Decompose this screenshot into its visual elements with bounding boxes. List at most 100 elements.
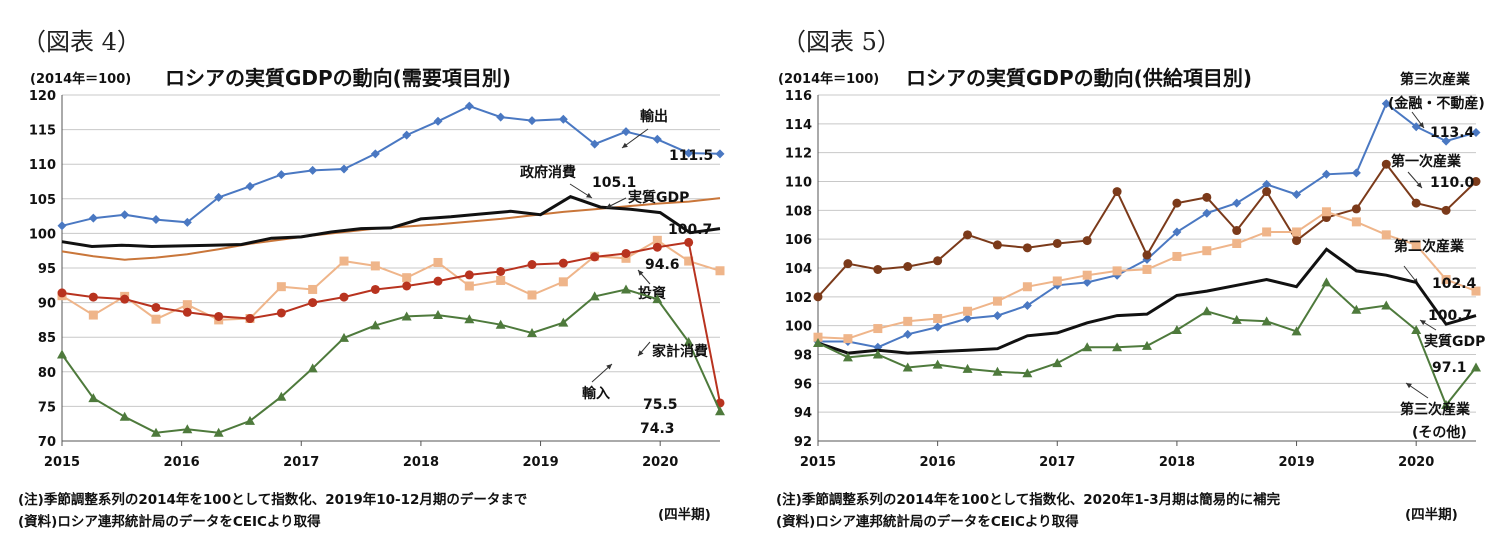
x-tick-label: 2015 [800,455,836,470]
data-point [1471,362,1481,372]
data-point [1172,227,1182,237]
data-point [621,248,631,258]
data-point [1351,217,1361,227]
data-point [652,235,662,245]
data-point [963,306,973,316]
data-point [464,101,474,111]
y-tick-label: 110 [29,158,56,173]
data-point [813,332,823,342]
y-tick-label: 108 [785,204,812,219]
data-point [370,320,381,330]
leader-arrowhead [1420,320,1426,326]
data-point [1381,159,1391,169]
data-point [558,258,568,268]
y-tick-label: 106 [785,233,812,248]
data-point [119,411,130,421]
data-point [903,262,913,272]
data-point [339,292,349,302]
data-point [652,242,662,252]
data-point [1321,169,1331,179]
data-point [1112,342,1123,352]
x-tick-label: 2020 [642,455,678,470]
data-point [1142,264,1152,274]
data-point [276,282,286,292]
data-point [684,148,694,158]
leader-arrowhead [638,270,644,276]
data-point [1351,168,1361,178]
data-point [1232,198,1242,208]
y-tick-label: 98 [794,349,812,364]
x-tick-label: 2019 [522,455,558,470]
data-point [182,300,192,310]
data-point [527,290,537,300]
data-point [339,332,349,342]
data-point [843,259,853,269]
data-point [120,210,130,220]
data-point [464,281,474,291]
unit-label-right: (2014年＝100) [778,72,880,87]
data-point [1441,275,1451,285]
series-label: 実質GDP [628,189,689,206]
data-point [402,273,412,283]
end-value-label: 75.5 [643,397,678,413]
data-point [308,298,318,308]
data-point [339,256,349,266]
series-label: 第三次産業 [1400,401,1471,418]
data-point [1022,243,1032,253]
data-point [245,314,255,324]
data-point [684,256,694,266]
data-point [1292,236,1302,246]
figure-number-right: （図表 5） [782,28,901,56]
data-point [1321,277,1332,287]
data-point [1201,306,1212,316]
y-tick-label: 100 [29,227,56,242]
data-point [933,322,943,332]
end-value-label: 100.7 [668,222,712,238]
data-point [339,164,349,174]
data-point [558,114,568,124]
data-point [652,294,663,304]
series-label: 第一次産業 [1391,153,1462,170]
data-point [1262,187,1272,197]
data-point [933,256,943,266]
data-point [715,406,725,416]
data-point [590,252,600,262]
data-point [992,296,1002,306]
data-point [402,281,412,291]
data-point [1471,286,1481,296]
data-point [1172,251,1182,261]
data-point [683,337,694,347]
data-point [88,393,99,403]
data-point [496,112,506,122]
data-point [842,352,853,362]
data-point [1411,324,1422,334]
data-point [992,311,1002,321]
data-point [902,362,913,372]
y-tick-label: 110 [785,176,812,191]
x-tick-label: 2017 [283,455,319,470]
y-tick-label: 102 [785,291,812,306]
data-point [120,294,130,304]
data-point [903,316,913,326]
data-point [1292,227,1302,237]
data-point [1052,358,1063,368]
data-point [1441,399,1452,409]
y-tick-label: 80 [38,366,56,381]
data-point [873,324,883,334]
x-tick-label: 2015 [44,455,80,470]
note-right-2: (資料)ロシア連邦統計局のデータをCEICより取得 [776,514,1079,530]
unit-label-left: (2014年＝100) [30,72,132,87]
series-label: 家計消費 [652,343,708,360]
data-point [1232,226,1242,236]
data-point [433,257,443,267]
data-point [621,284,631,294]
end-value-label: 111.5 [669,148,713,164]
data-point [370,149,380,159]
data-point [182,217,192,227]
data-point [1082,277,1092,287]
y-tick-label: 96 [794,377,812,392]
data-point [1441,205,1451,215]
data-point [151,314,161,324]
leader-arrowhead [1416,182,1422,188]
data-point [1112,187,1122,197]
